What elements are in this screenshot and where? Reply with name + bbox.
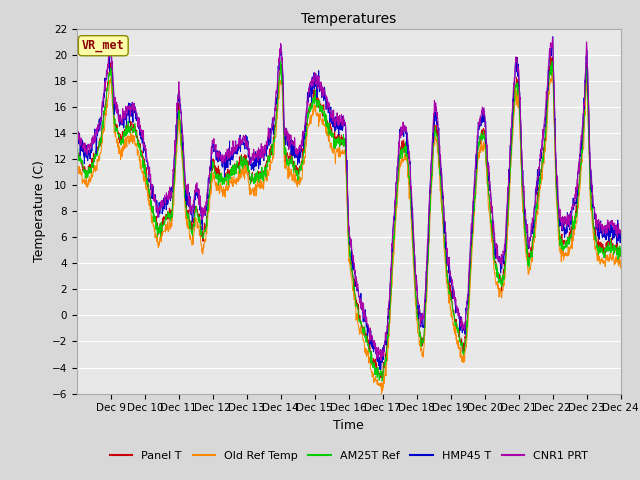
AM25T Ref (170, 180, 178, 186)
Old Ref Temp (378, 391, 385, 397)
Panel T (582, 67, 590, 73)
Line: Panel T: Panel T (77, 57, 621, 378)
AM25T Ref (73, 152, 81, 158)
AM25T Ref (617, 245, 625, 251)
Old Ref Temp (319, 116, 326, 121)
Panel T (170, 176, 178, 182)
Old Ref Temp (617, 257, 625, 263)
HMP45 T (170, 162, 178, 168)
Panel T (319, 102, 326, 108)
CNR1 PRT (377, 358, 385, 363)
AM25T Ref (378, 378, 386, 384)
CNR1 PRT (319, 93, 327, 99)
Y-axis label: Temperature (C): Temperature (C) (33, 160, 46, 262)
HMP45 T (83, 155, 91, 160)
CNR1 PRT (449, 277, 456, 283)
Panel T (448, 300, 456, 305)
AM25T Ref (83, 168, 91, 173)
CNR1 PRT (83, 152, 91, 157)
Old Ref Temp (170, 187, 178, 193)
HMP45 T (377, 367, 385, 372)
Line: HMP45 T: HMP45 T (77, 37, 621, 370)
AM25T Ref (351, 294, 359, 300)
CNR1 PRT (617, 228, 625, 234)
Old Ref Temp (582, 87, 590, 93)
AM25T Ref (582, 67, 590, 72)
Old Ref Temp (73, 168, 81, 174)
HMP45 T (351, 275, 359, 281)
HMP45 T (319, 93, 326, 99)
Panel T (73, 150, 81, 156)
Legend: Panel T, Old Ref Temp, AM25T Ref, HMP45 T, CNR1 PRT: Panel T, Old Ref Temp, AM25T Ref, HMP45 … (106, 446, 592, 466)
CNR1 PRT (73, 124, 81, 130)
Panel T (83, 174, 91, 180)
AM25T Ref (319, 111, 327, 117)
AM25T Ref (449, 305, 456, 311)
HMP45 T (617, 228, 625, 233)
AM25T Ref (276, 58, 284, 64)
Panel T (376, 375, 384, 381)
HMP45 T (73, 129, 81, 134)
Line: AM25T Ref: AM25T Ref (77, 61, 621, 381)
Panel T (351, 295, 359, 300)
CNR1 PRT (351, 272, 359, 278)
Panel T (547, 54, 554, 60)
Old Ref Temp (351, 303, 359, 309)
Line: Old Ref Temp: Old Ref Temp (77, 69, 621, 394)
CNR1 PRT (107, 33, 115, 38)
CNR1 PRT (171, 152, 179, 157)
Panel T (617, 249, 625, 254)
Old Ref Temp (83, 184, 91, 190)
CNR1 PRT (582, 39, 590, 45)
HMP45 T (448, 284, 456, 289)
Line: CNR1 PRT: CNR1 PRT (77, 36, 621, 360)
Text: VR_met: VR_met (82, 39, 125, 52)
HMP45 T (549, 34, 557, 40)
Old Ref Temp (548, 66, 556, 72)
Old Ref Temp (448, 313, 456, 319)
HMP45 T (582, 56, 590, 61)
Title: Temperatures: Temperatures (301, 12, 396, 26)
X-axis label: Time: Time (333, 419, 364, 432)
